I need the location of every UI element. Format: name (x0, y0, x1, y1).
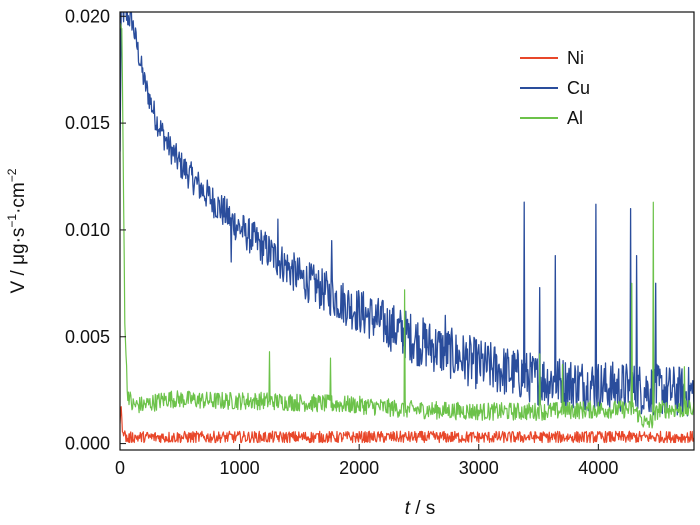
legend-label-cu: Cu (567, 78, 590, 98)
y-tick-label: 0.020 (65, 6, 110, 26)
x-tick-label: 3000 (459, 458, 499, 478)
x-tick-label: 2000 (339, 458, 379, 478)
x-tick-label: 0 (115, 458, 125, 478)
x-tick-label: 1000 (220, 458, 260, 478)
plot-data-layer (120, 12, 694, 444)
axis-ticks: 0 1000 2000 3000 4000 0.000 0.005 0.010 0.015 0.0… (65, 6, 618, 478)
y-tick-label: 0.005 (65, 327, 110, 347)
legend: Ni Cu Al (520, 48, 590, 128)
series-line-al (120, 23, 694, 429)
x-axis-label: t / s (405, 498, 436, 519)
legend-label-al: Al (567, 108, 583, 128)
series-line-cu (120, 12, 694, 417)
y-tick-label: 0.015 (65, 113, 110, 133)
x-tick-label: 4000 (578, 458, 618, 478)
plot-frame (119, 11, 695, 451)
series-line-ni (120, 406, 694, 444)
y-tick-label: 0.010 (65, 220, 110, 240)
legend-label-ni: Ni (567, 48, 584, 68)
y-axis-label: V / μg·s−1·cm−2 (5, 168, 29, 293)
y-tick-label: 0.000 (65, 434, 110, 454)
